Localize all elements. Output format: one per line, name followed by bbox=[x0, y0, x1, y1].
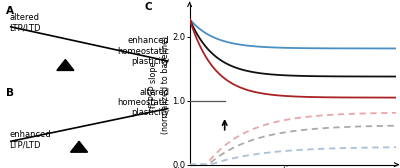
Text: altered
LTP/LTD: altered LTP/LTD bbox=[9, 13, 41, 32]
Text: enhanced
LTP/LTD: enhanced LTP/LTD bbox=[9, 130, 51, 149]
Text: enhanced
homeostatic
plasticity: enhanced homeostatic plasticity bbox=[117, 36, 169, 66]
X-axis label: time: time bbox=[282, 166, 303, 168]
Polygon shape bbox=[57, 59, 74, 70]
Text: altered
homeostatic
plasticity: altered homeostatic plasticity bbox=[117, 88, 169, 117]
Text: A: A bbox=[6, 6, 14, 16]
Y-axis label: fEPSP slope
(normalized to baseline): fEPSP slope (normalized to baseline) bbox=[150, 36, 170, 134]
Text: C: C bbox=[144, 2, 152, 12]
Text: B: B bbox=[6, 88, 14, 98]
Polygon shape bbox=[70, 141, 88, 152]
